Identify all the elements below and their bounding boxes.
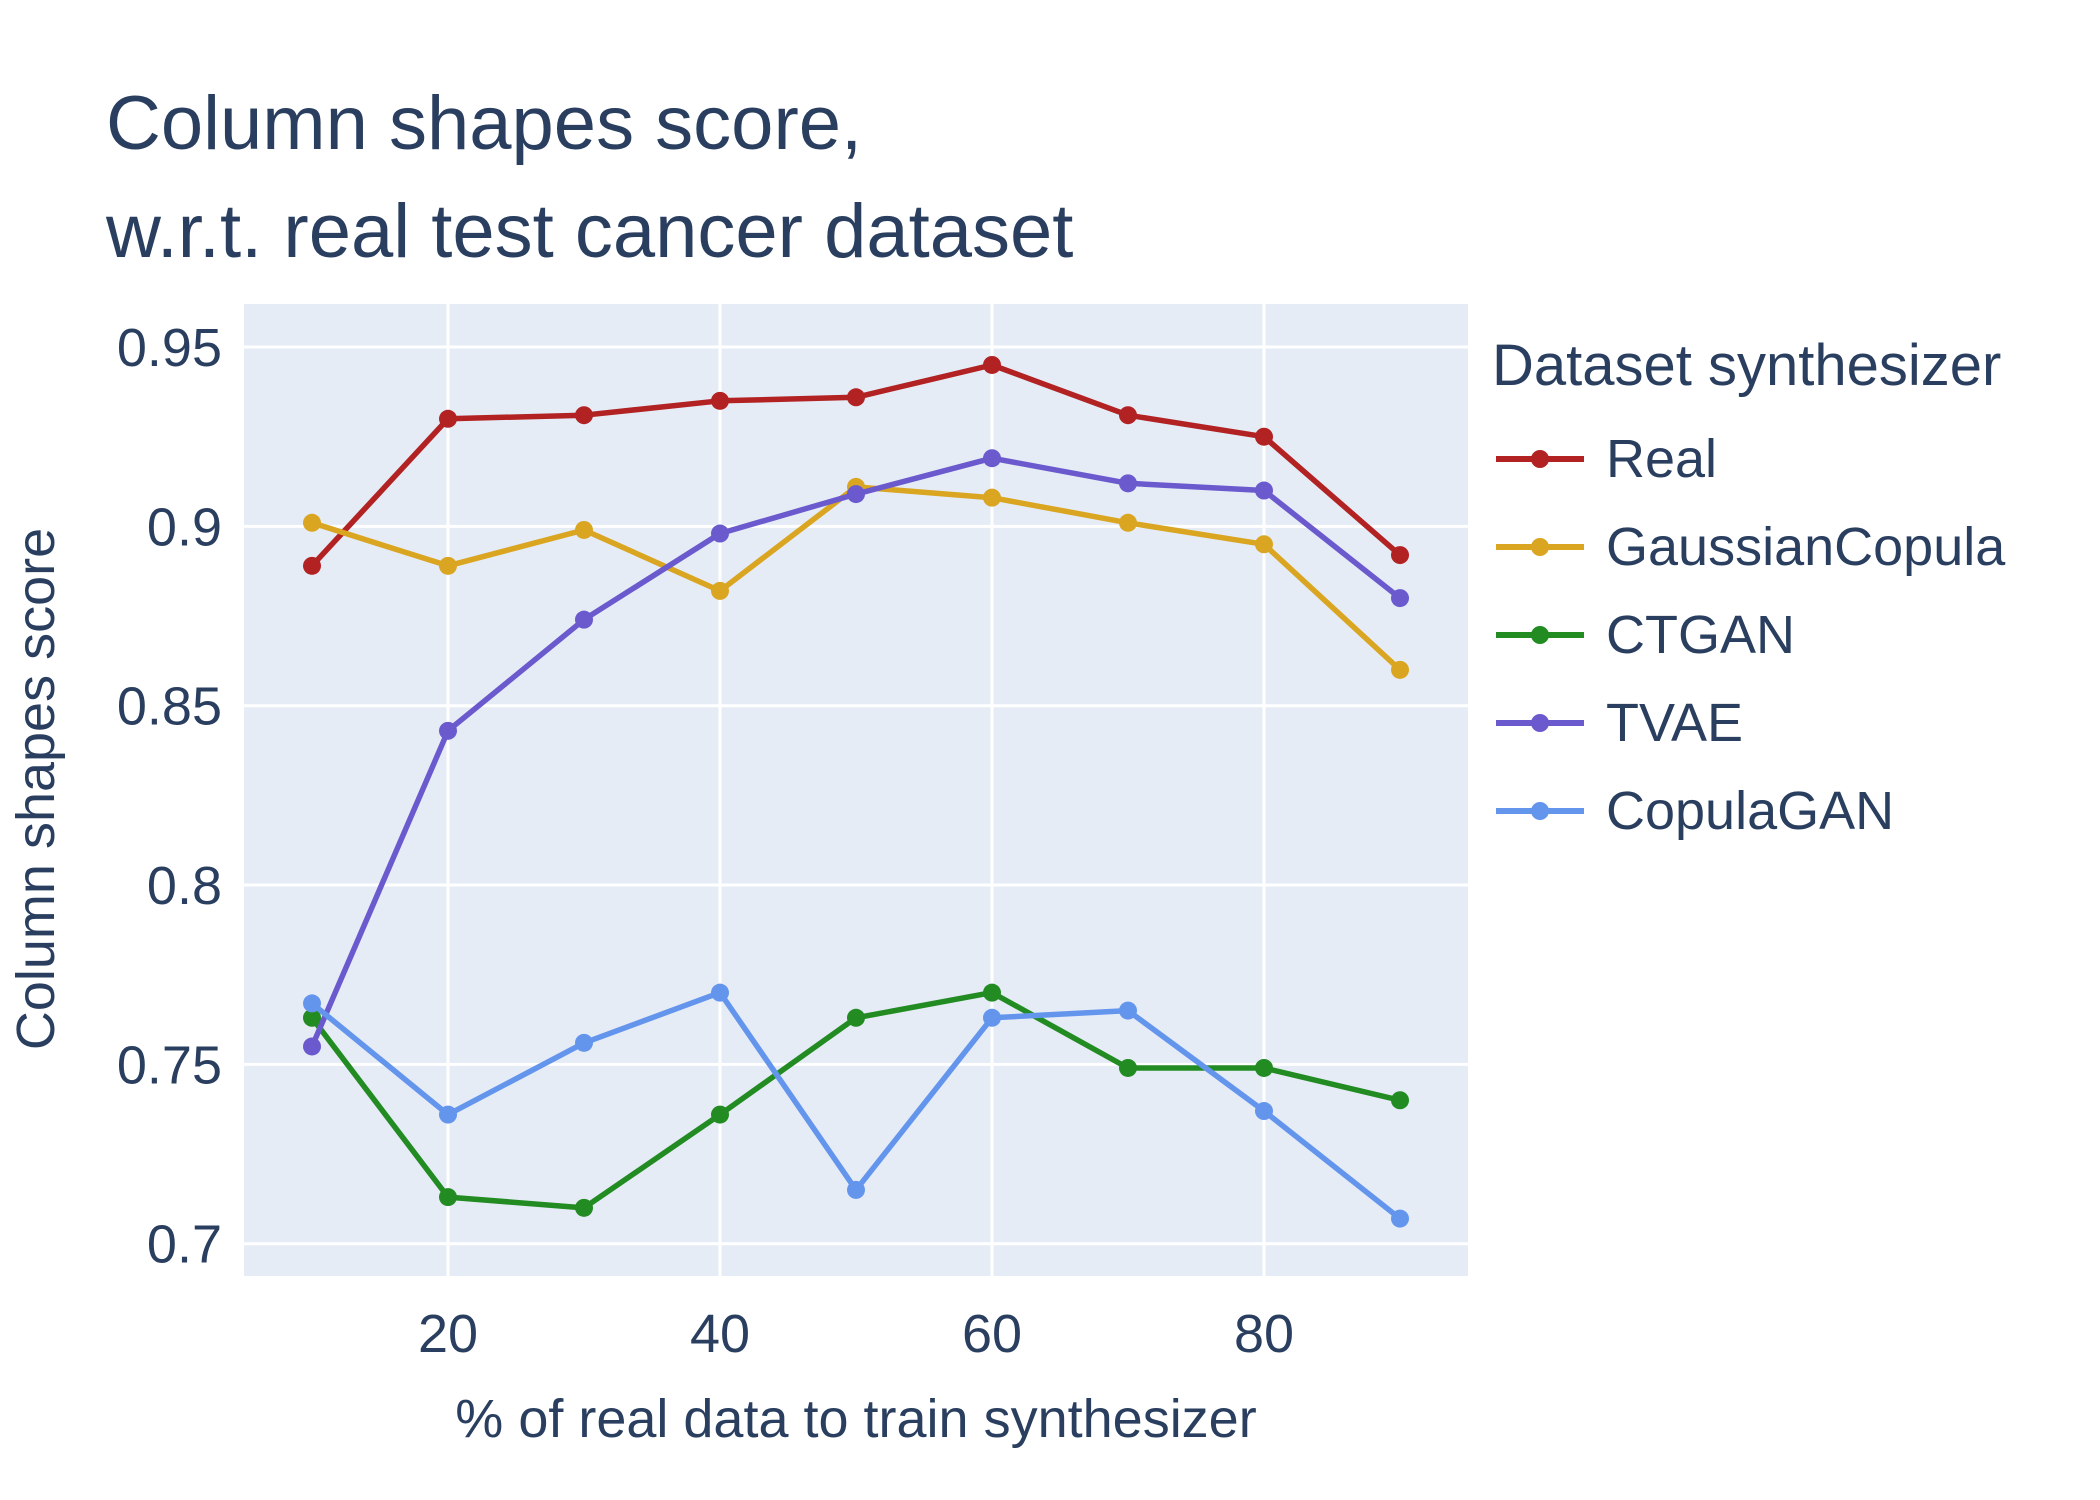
data-point-gaussiancopula — [1119, 513, 1137, 532]
y-tick-label: 0.9 — [147, 497, 222, 557]
data-point-tvae — [1255, 481, 1273, 500]
data-point-tvae — [847, 485, 865, 504]
legend-title: Dataset synthesizer — [1492, 333, 2002, 398]
legend-item-tvae[interactable]: TVAE — [1492, 679, 2005, 767]
y-tick-label: 0.7 — [147, 1215, 222, 1275]
data-point-tvae — [439, 721, 457, 740]
y-tick-label: 0.8 — [147, 856, 222, 916]
data-point-real — [303, 556, 321, 575]
data-point-copulagan — [575, 1033, 593, 1052]
data-point-gaussiancopula — [575, 520, 593, 539]
legend-swatch-gaussiancopula — [1496, 538, 1584, 556]
data-point-real — [1119, 406, 1137, 425]
data-point-real — [983, 355, 1001, 374]
data-point-copulagan — [1391, 1209, 1409, 1228]
legend-label: Real — [1606, 429, 1718, 489]
chart-title-line-1: Column shapes score, — [106, 81, 863, 166]
y-axis-label: Column shapes score — [6, 527, 66, 1051]
legend-swatch-marker — [1531, 802, 1549, 820]
legend-swatch-copulagan — [1496, 802, 1584, 820]
legend-item-copulagan[interactable]: CopulaGAN — [1492, 767, 2005, 855]
legend-items: Real GaussianCopula CTGAN TVAE CopulaGAN — [1492, 415, 2005, 855]
x-tick-label: 20 — [418, 1304, 478, 1364]
legend-swatch-marker — [1531, 626, 1549, 644]
data-point-copulagan — [847, 1180, 865, 1199]
legend-swatch-marker — [1531, 450, 1549, 468]
data-point-ctgan — [575, 1198, 593, 1217]
x-tick-label: 60 — [962, 1304, 1022, 1364]
data-point-gaussiancopula — [303, 513, 321, 532]
legend-label: CopulaGAN — [1606, 781, 1895, 841]
data-point-tvae — [303, 1037, 321, 1056]
legend-swatch-ctgan — [1496, 626, 1584, 644]
data-point-copulagan — [1119, 1001, 1137, 1020]
legend-item-gaussiancopula[interactable]: GaussianCopula — [1492, 503, 2005, 591]
data-point-copulagan — [983, 1008, 1001, 1027]
data-point-ctgan — [847, 1008, 865, 1027]
legend-swatch-marker — [1531, 714, 1549, 732]
data-point-ctgan — [1119, 1058, 1137, 1077]
y-tick-label: 0.95 — [117, 318, 222, 378]
legend-item-real[interactable]: Real — [1492, 415, 2005, 503]
legend: Dataset synthesizer Real GaussianCopula CT… — [1492, 332, 2005, 855]
data-point-real — [847, 388, 865, 407]
data-point-tvae — [711, 524, 729, 543]
y-tick-label: 0.85 — [117, 677, 222, 737]
data-point-real — [439, 409, 457, 428]
data-point-gaussiancopula — [983, 488, 1001, 507]
x-axis-label: % of real data to train synthesizer — [455, 1389, 1257, 1449]
legend-label: GaussianCopula — [1606, 517, 2006, 577]
data-point-ctgan — [711, 1105, 729, 1124]
data-point-real — [1391, 546, 1409, 565]
data-point-ctgan — [303, 1008, 321, 1027]
legend-label: CTGAN — [1606, 605, 1795, 665]
data-point-ctgan — [983, 983, 1001, 1002]
data-point-real — [1255, 427, 1273, 446]
data-point-real — [711, 391, 729, 410]
data-point-copulagan — [439, 1105, 457, 1124]
data-point-copulagan — [1255, 1102, 1273, 1121]
legend-swatch-real — [1496, 450, 1584, 468]
data-point-ctgan — [1255, 1058, 1273, 1077]
x-tick-label: 80 — [1234, 1304, 1294, 1364]
legend-item-ctgan[interactable]: CTGAN — [1492, 591, 2005, 679]
data-point-gaussiancopula — [1255, 535, 1273, 554]
data-point-tvae — [1391, 589, 1409, 608]
x-tick-label: 40 — [690, 1304, 750, 1364]
data-point-copulagan — [303, 994, 321, 1013]
data-point-tvae — [983, 449, 1001, 468]
legend-label: TVAE — [1606, 693, 1744, 753]
data-point-tvae — [575, 610, 593, 629]
data-point-gaussiancopula — [711, 581, 729, 600]
data-point-tvae — [1119, 474, 1137, 493]
data-point-ctgan — [1391, 1091, 1409, 1110]
data-point-gaussiancopula — [439, 556, 457, 575]
chart-title-line-2: w.r.t. real test cancer dataset — [106, 189, 1074, 274]
data-point-gaussiancopula — [1391, 660, 1409, 679]
y-tick-label: 0.75 — [117, 1035, 222, 1095]
legend-swatch-marker — [1531, 538, 1549, 556]
data-point-copulagan — [711, 983, 729, 1002]
data-point-ctgan — [439, 1188, 457, 1207]
data-point-real — [575, 406, 593, 425]
legend-swatch-tvae — [1496, 714, 1584, 732]
